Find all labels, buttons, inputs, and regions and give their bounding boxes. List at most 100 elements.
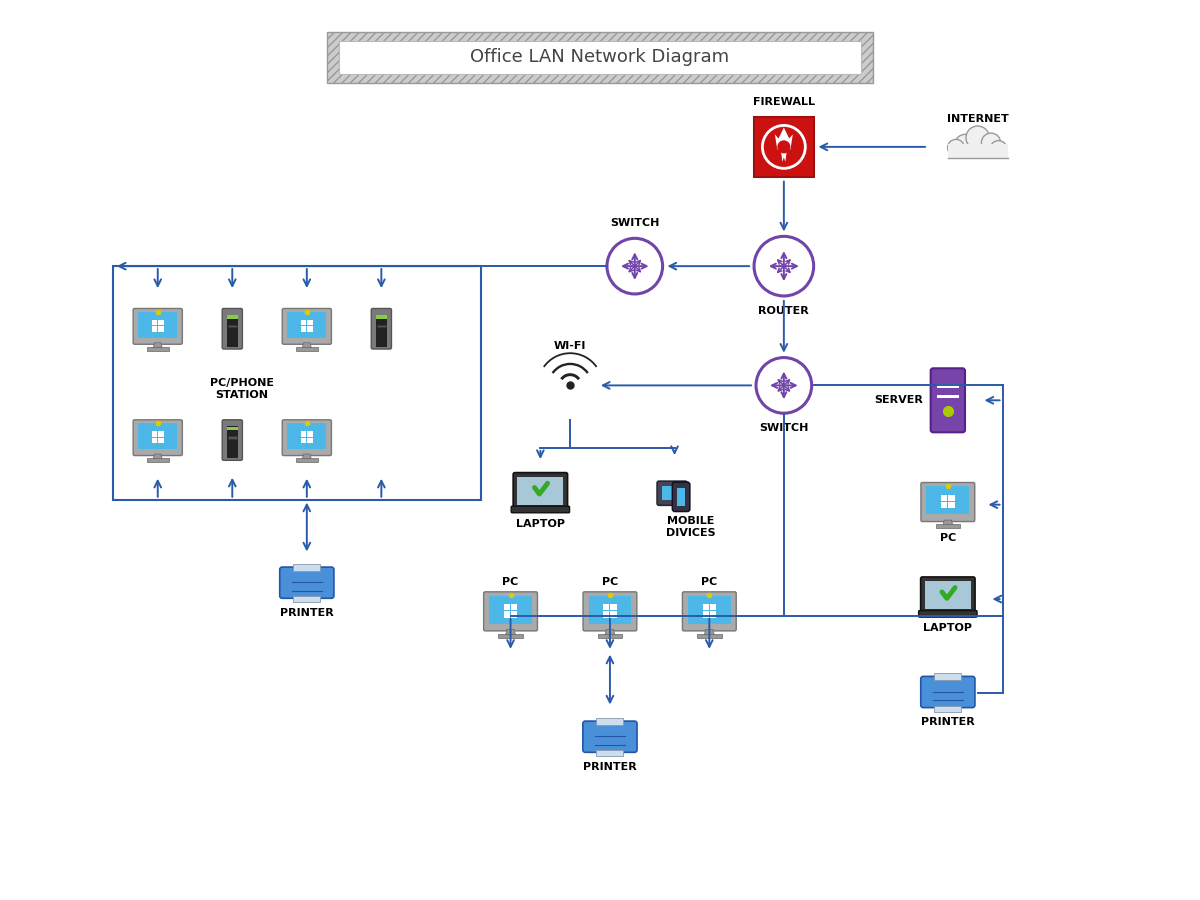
Bar [948, 143, 1008, 159]
Text: PC: PC [602, 578, 618, 588]
Polygon shape [154, 343, 162, 348]
Bar [697, 634, 721, 638]
Bar [498, 634, 523, 638]
Bar [158, 437, 164, 444]
FancyBboxPatch shape [222, 309, 242, 349]
FancyBboxPatch shape [919, 610, 977, 617]
Bar [511, 604, 517, 610]
Bar [941, 495, 947, 501]
Polygon shape [302, 454, 312, 459]
Text: LAPTOP: LAPTOP [923, 623, 972, 633]
Bar [596, 751, 624, 756]
FancyBboxPatch shape [514, 472, 568, 509]
Bar [151, 327, 157, 332]
Bar [596, 717, 624, 725]
FancyBboxPatch shape [133, 419, 182, 455]
Bar [504, 604, 510, 610]
Bar [293, 597, 320, 602]
Polygon shape [775, 128, 793, 162]
FancyBboxPatch shape [672, 482, 690, 511]
Text: INTERNET: INTERNET [947, 114, 1008, 124]
Bar [504, 611, 510, 617]
Bar [158, 431, 164, 436]
Bar [702, 611, 709, 617]
Bar [295, 458, 318, 462]
FancyBboxPatch shape [282, 419, 331, 455]
Bar [937, 394, 959, 399]
Bar [511, 611, 517, 617]
Bar [138, 312, 178, 338]
Bar [702, 604, 709, 610]
Bar [937, 384, 959, 388]
Bar [151, 437, 157, 444]
Bar [948, 495, 954, 501]
Bar [158, 320, 164, 326]
Bar [677, 488, 685, 506]
FancyBboxPatch shape [920, 677, 974, 707]
Bar [941, 502, 947, 508]
Bar [228, 436, 236, 438]
Bar [301, 327, 306, 332]
Text: PC: PC [940, 533, 956, 543]
FancyBboxPatch shape [658, 482, 688, 506]
FancyBboxPatch shape [683, 592, 737, 631]
FancyBboxPatch shape [920, 577, 976, 613]
FancyBboxPatch shape [920, 482, 974, 522]
Bar [288, 423, 326, 449]
Text: SWITCH: SWITCH [610, 219, 660, 229]
Text: Office LAN Network Diagram: Office LAN Network Diagram [470, 49, 730, 67]
Circle shape [778, 140, 791, 153]
Bar [662, 486, 683, 500]
Text: LAPTOP: LAPTOP [516, 518, 565, 528]
FancyBboxPatch shape [280, 567, 334, 598]
Bar [227, 426, 238, 458]
Bar [925, 581, 971, 609]
Bar [227, 427, 238, 430]
Bar [754, 117, 814, 176]
Text: PRINTER: PRINTER [280, 608, 334, 617]
Bar [227, 315, 238, 320]
Text: PC/PHONE
STATION: PC/PHONE STATION [210, 378, 275, 400]
Bar [936, 525, 960, 528]
Bar [151, 431, 157, 436]
FancyBboxPatch shape [326, 32, 874, 84]
Bar [377, 325, 386, 328]
Bar [490, 596, 532, 624]
Bar [376, 315, 386, 320]
FancyBboxPatch shape [222, 419, 242, 460]
Bar [307, 437, 313, 444]
Text: ROUTER: ROUTER [758, 306, 809, 316]
Polygon shape [943, 520, 953, 526]
Text: PRINTER: PRINTER [583, 761, 637, 772]
Text: WI-FI: WI-FI [554, 341, 587, 351]
Bar [293, 563, 320, 571]
Text: FIREWALL: FIREWALL [752, 97, 815, 107]
Bar [688, 596, 731, 624]
FancyBboxPatch shape [931, 368, 965, 432]
Circle shape [990, 140, 1007, 158]
Polygon shape [302, 343, 312, 348]
Bar [288, 312, 326, 338]
Bar [113, 266, 481, 500]
Bar [301, 431, 306, 436]
Bar [301, 320, 306, 326]
FancyBboxPatch shape [371, 309, 391, 349]
Bar [138, 423, 178, 449]
Bar [146, 458, 169, 462]
Bar [376, 315, 386, 346]
FancyBboxPatch shape [583, 592, 637, 631]
FancyBboxPatch shape [133, 309, 182, 345]
Text: SWITCH: SWITCH [760, 423, 809, 433]
Bar [598, 634, 623, 638]
FancyBboxPatch shape [282, 309, 331, 345]
Polygon shape [605, 629, 614, 635]
Bar [307, 327, 313, 332]
Bar [295, 346, 318, 351]
Bar [611, 604, 617, 610]
Bar [301, 437, 306, 444]
Circle shape [966, 126, 989, 149]
Polygon shape [704, 629, 714, 635]
Text: SERVER: SERVER [875, 395, 923, 405]
Bar [926, 486, 970, 515]
Circle shape [955, 134, 976, 155]
